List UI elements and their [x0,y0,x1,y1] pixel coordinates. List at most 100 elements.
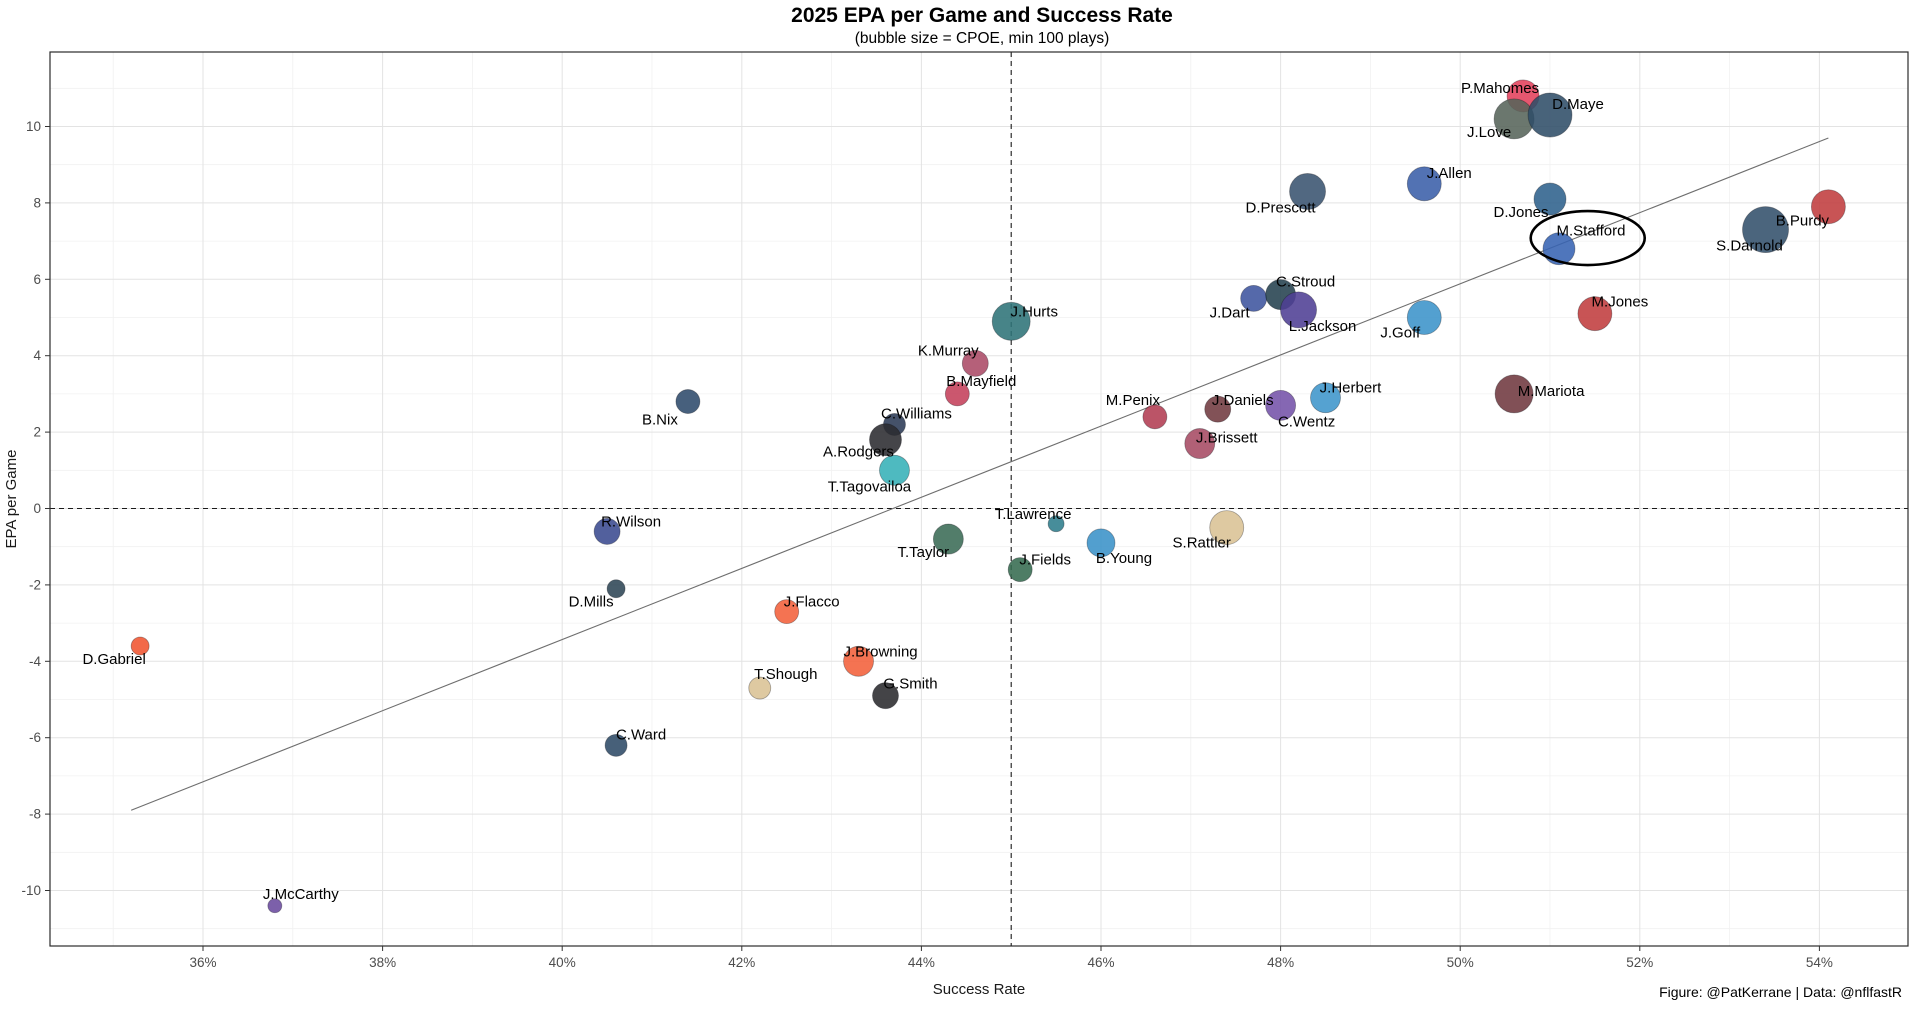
data-point-d-gabriel [130,636,150,656]
point-label-m-mariota: M.Mariota [1518,383,1585,400]
point-label-s-rattler: S.Rattler [1173,535,1231,552]
data-point-l-jackson [1280,291,1317,329]
data-point-c-wentz [1265,389,1296,421]
y-tick-label: 4 [33,348,41,363]
chart-title: 2025 EPA per Game and Success Rate [791,4,1173,27]
data-point-j-hurts [991,301,1031,341]
stafford-circle-annotation [1529,209,1647,267]
point-label-j-goff: J.Goff [1380,325,1421,342]
x-tick-label: 48% [1267,955,1294,970]
x-tick-label: 54% [1806,955,1833,970]
annotation-layer [1529,209,1647,267]
point-label-l-jackson: L.Jackson [1289,318,1357,335]
gridlines-layer [50,52,1908,946]
data-point-d-maye [1527,92,1573,138]
data-point-s-rattler [1209,510,1245,545]
data-point-t-tagovailoa [879,454,910,486]
y-tick-label: -10 [21,883,41,898]
point-label-g-smith: G.Smith [883,676,937,693]
panel-border [49,51,1909,947]
x-tick-label: 44% [908,955,935,970]
point-label-b-purdy: B.Purdy [1776,213,1830,230]
point-label-t-tagovailoa: T.Tagovailoa [828,478,912,495]
data-point-j-herbert [1310,382,1341,414]
x-tick-label: 52% [1626,955,1653,970]
x-tick-label: 36% [189,955,216,970]
data-point-m-jones [1577,296,1613,332]
point-label-d-mills: D.Mills [569,594,614,611]
y-tick-label: 2 [33,425,41,440]
point-label-j-herbert: J.Herbert [1320,380,1383,397]
x-tick-label: 38% [369,955,396,970]
point-label-b-mayfield: B.Mayfield [946,373,1016,390]
y-tick-label: -4 [29,654,41,669]
y-tick-label: -2 [29,577,41,592]
data-point-b-young [1086,528,1116,558]
data-point-r-wilson [593,518,621,545]
x-tick-label: 50% [1447,955,1474,970]
point-label-j-allen: J.Allen [1427,165,1472,182]
data-point-j-daniels [1204,395,1232,423]
point-label-t-taylor: T.Taylor [897,544,949,561]
point-label-c-williams: C.Williams [881,405,952,422]
data-point-m-stafford [1542,232,1576,266]
data-point-j-fields [1007,557,1033,583]
data-point-k-murray [961,349,989,377]
point-label-d-jones: D.Jones [1493,204,1548,221]
point-label-m-stafford: M.Stafford [1557,223,1626,240]
data-point-a-rodgers [869,423,902,457]
x-axis-title: Success Rate [933,981,1026,998]
data-point-m-mariota [1494,374,1534,414]
point-label-k-murray: K.Murray [918,342,979,359]
y-tick-label: -6 [29,730,41,745]
data-point-c-ward [604,733,628,757]
point-label-j-dart: J.Dart [1210,304,1251,321]
y-tick-label: -8 [29,807,41,822]
data-points-layer [130,79,1846,914]
point-labels-layer: P.Mahomes J.Love D.Maye J.Allen D.Prescott D.… [82,80,1829,903]
x-tick-label: 46% [1087,955,1114,970]
point-label-d-maye: D.Maye [1552,96,1604,113]
figure-caption: Figure: @PatKerrane | Data: @nflfastR [1659,984,1902,1000]
point-label-c-ward: C.Ward [616,726,666,743]
data-point-t-taylor [932,523,964,555]
point-label-j-hurts: J.Hurts [1010,303,1058,320]
point-label-t-shough: T.Shough [754,666,817,683]
point-label-p-mahomes: P.Mahomes [1461,80,1539,97]
data-point-j-allen [1406,166,1442,202]
point-label-j-mccarthy: J.McCarthy [263,886,339,903]
point-label-r-wilson: R.Wilson [601,513,661,530]
reference-lines-layer [50,52,1908,946]
point-label-c-stroud: C.Stroud [1276,274,1335,291]
data-point-s-darnold [1742,206,1789,254]
point-label-s-darnold: S.Darnold [1716,238,1783,255]
point-label-b-young: B.Young [1096,550,1152,567]
data-point-j-flacco [774,599,800,625]
axes-layer: 36% 38% 40% 42% 44% 46% 48% 50% 52% 54% -10 -8 -6 -4 -… [21,51,1909,970]
point-label-a-rodgers: A.Rodgers [823,444,894,461]
data-point-j-goff [1406,300,1442,335]
point-label-j-daniels: J.Daniels [1212,392,1274,409]
point-label-d-gabriel: D.Gabriel [82,651,145,668]
data-point-t-shough [748,676,772,700]
point-label-j-love: J.Love [1467,124,1511,141]
point-label-m-penix: M.Penix [1106,392,1161,409]
data-point-d-jones [1533,182,1567,216]
y-tick-label: 6 [33,272,41,287]
point-label-c-wentz: C.Wentz [1278,413,1335,430]
data-point-d-mills [606,579,626,599]
data-point-d-prescott [1289,173,1326,210]
point-label-j-flacco: J.Flacco [784,594,840,611]
data-point-m-penix [1142,404,1168,430]
data-point-g-smith [872,682,899,710]
point-label-b-nix: B.Nix [642,412,678,429]
point-label-j-browning: J.Browning [843,643,917,660]
data-point-b-purdy [1810,189,1846,225]
point-label-d-prescott: D.Prescott [1246,199,1317,216]
point-label-t-lawrence: T.Lawrence [995,506,1072,523]
data-point-b-mayfield [944,381,970,407]
data-point-j-mccarthy [267,898,283,914]
y-axis-title: EPA per Game [3,450,20,549]
